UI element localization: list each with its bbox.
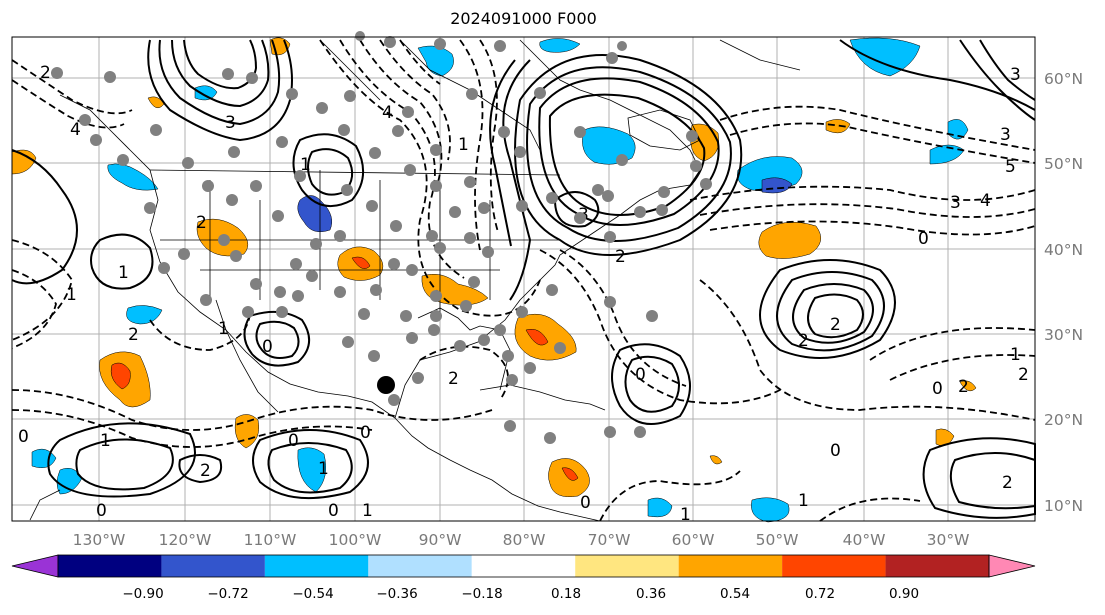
negative-contours: [11, 39, 1036, 522]
svg-text:1: 1: [680, 505, 691, 525]
lat-label: 10°N: [1044, 497, 1083, 515]
colorbar-tick: −0.90: [122, 586, 163, 602]
svg-text:3: 3: [1010, 65, 1021, 85]
colorbar-tick: −0.72: [207, 586, 248, 602]
colorbar-tick: −0.54: [292, 586, 333, 602]
svg-text:2: 2: [128, 325, 139, 345]
svg-text:1: 1: [458, 135, 469, 155]
lat-label: 40°N: [1044, 241, 1083, 259]
colorbar-tick: 0.54: [720, 586, 750, 602]
map-title: 2024091000 F000: [450, 9, 597, 28]
svg-text:1: 1: [1010, 345, 1021, 365]
svg-text:2: 2: [958, 377, 969, 397]
svg-text:1: 1: [798, 491, 809, 511]
lon-label: 120°W: [159, 531, 212, 549]
svg-text:2: 2: [40, 63, 51, 83]
svg-text:5: 5: [1005, 157, 1016, 177]
svg-text:0: 0: [918, 229, 929, 249]
svg-text:4: 4: [980, 191, 991, 211]
svg-text:3: 3: [950, 193, 961, 213]
lat-label: 60°N: [1044, 70, 1083, 88]
colorbar-extend-low: [11, 554, 59, 578]
colorbar-segment: [471, 555, 576, 577]
colorbar-segment: [264, 555, 369, 577]
lon-label: 130°W: [73, 531, 126, 549]
colorbar-segment: [678, 555, 783, 577]
lon-label: 100°W: [329, 531, 382, 549]
svg-text:0: 0: [96, 501, 107, 521]
colorbar-segment: [885, 555, 989, 577]
svg-text:0: 0: [635, 365, 646, 385]
svg-text:0: 0: [328, 501, 339, 521]
svg-text:0: 0: [830, 441, 841, 461]
colorbar-extend-high: [988, 554, 1036, 578]
colorbar-tick: 0.90: [889, 586, 919, 602]
colorbar-tick: 0.72: [805, 586, 835, 602]
colorbar-segment: [782, 555, 886, 577]
colorbar-outline: [57, 554, 990, 578]
colorbar-tick: −0.18: [461, 586, 502, 602]
station-markers: [51, 31, 712, 444]
lon-label: 70°W: [588, 531, 631, 549]
svg-text:0: 0: [288, 431, 299, 451]
svg-text:1: 1: [100, 431, 111, 451]
svg-text:0: 0: [18, 427, 29, 447]
lon-label: 40°W: [843, 531, 886, 549]
svg-text:2: 2: [200, 461, 211, 481]
height-contours: [11, 39, 1036, 519]
svg-text:1: 1: [118, 263, 129, 283]
svg-text:1: 1: [300, 155, 311, 175]
colorbar-segment: [368, 555, 472, 577]
svg-text:0: 0: [360, 423, 371, 443]
svg-text:1: 1: [362, 501, 373, 521]
svg-text:2: 2: [615, 247, 626, 267]
storm-center-marker: [377, 376, 395, 394]
colorbar-tick: 0.18: [551, 586, 581, 602]
contour-labels: 243 141 322 210 122 003 453 321 010 100 …: [18, 63, 1029, 525]
lat-label: 20°N: [1044, 411, 1083, 429]
svg-text:0: 0: [262, 337, 273, 357]
svg-text:4: 4: [70, 120, 81, 140]
colorbar-segment: [575, 555, 679, 577]
colorbar-tick: 0.36: [636, 586, 666, 602]
svg-text:2: 2: [196, 213, 207, 233]
svg-text:3: 3: [225, 113, 236, 133]
svg-text:2: 2: [830, 315, 841, 335]
lat-label: 30°N: [1044, 326, 1083, 344]
svg-text:0: 0: [580, 493, 591, 513]
svg-text:1: 1: [218, 319, 229, 339]
svg-text:2: 2: [798, 331, 809, 351]
svg-text:1: 1: [66, 285, 77, 305]
longitude-labels: 130°W 120°W 110°W 100°W 90°W 80°W 70°W 6…: [73, 531, 970, 549]
coastlines: [29, 39, 801, 522]
colorbar-segment: [58, 555, 162, 577]
svg-text:2: 2: [1002, 473, 1013, 493]
lon-label: 30°W: [927, 531, 970, 549]
svg-text:0: 0: [932, 379, 943, 399]
svg-text:3: 3: [1000, 125, 1011, 145]
latitude-labels: 60°N 50°N 40°N 30°N 20°N 10°N: [1044, 70, 1083, 515]
svg-text:2: 2: [448, 369, 459, 389]
colorbar-tick-labels: −0.90 −0.72 −0.54 −0.36 −0.18 0.18 0.36 …: [122, 586, 919, 602]
svg-text:4: 4: [382, 103, 393, 123]
colorbar-segment: [161, 555, 265, 577]
lon-label: 80°W: [503, 531, 546, 549]
svg-text:1: 1: [318, 459, 329, 479]
colorbar: [11, 554, 1036, 578]
svg-text:2: 2: [1018, 365, 1029, 385]
lon-label: 110°W: [244, 531, 297, 549]
lon-label: 50°W: [756, 531, 799, 549]
lon-label: 90°W: [419, 531, 462, 549]
lat-label: 50°N: [1044, 155, 1083, 173]
colorbar-tick: −0.36: [376, 586, 417, 602]
lon-label: 60°W: [672, 531, 715, 549]
map-frame: [11, 36, 1036, 522]
